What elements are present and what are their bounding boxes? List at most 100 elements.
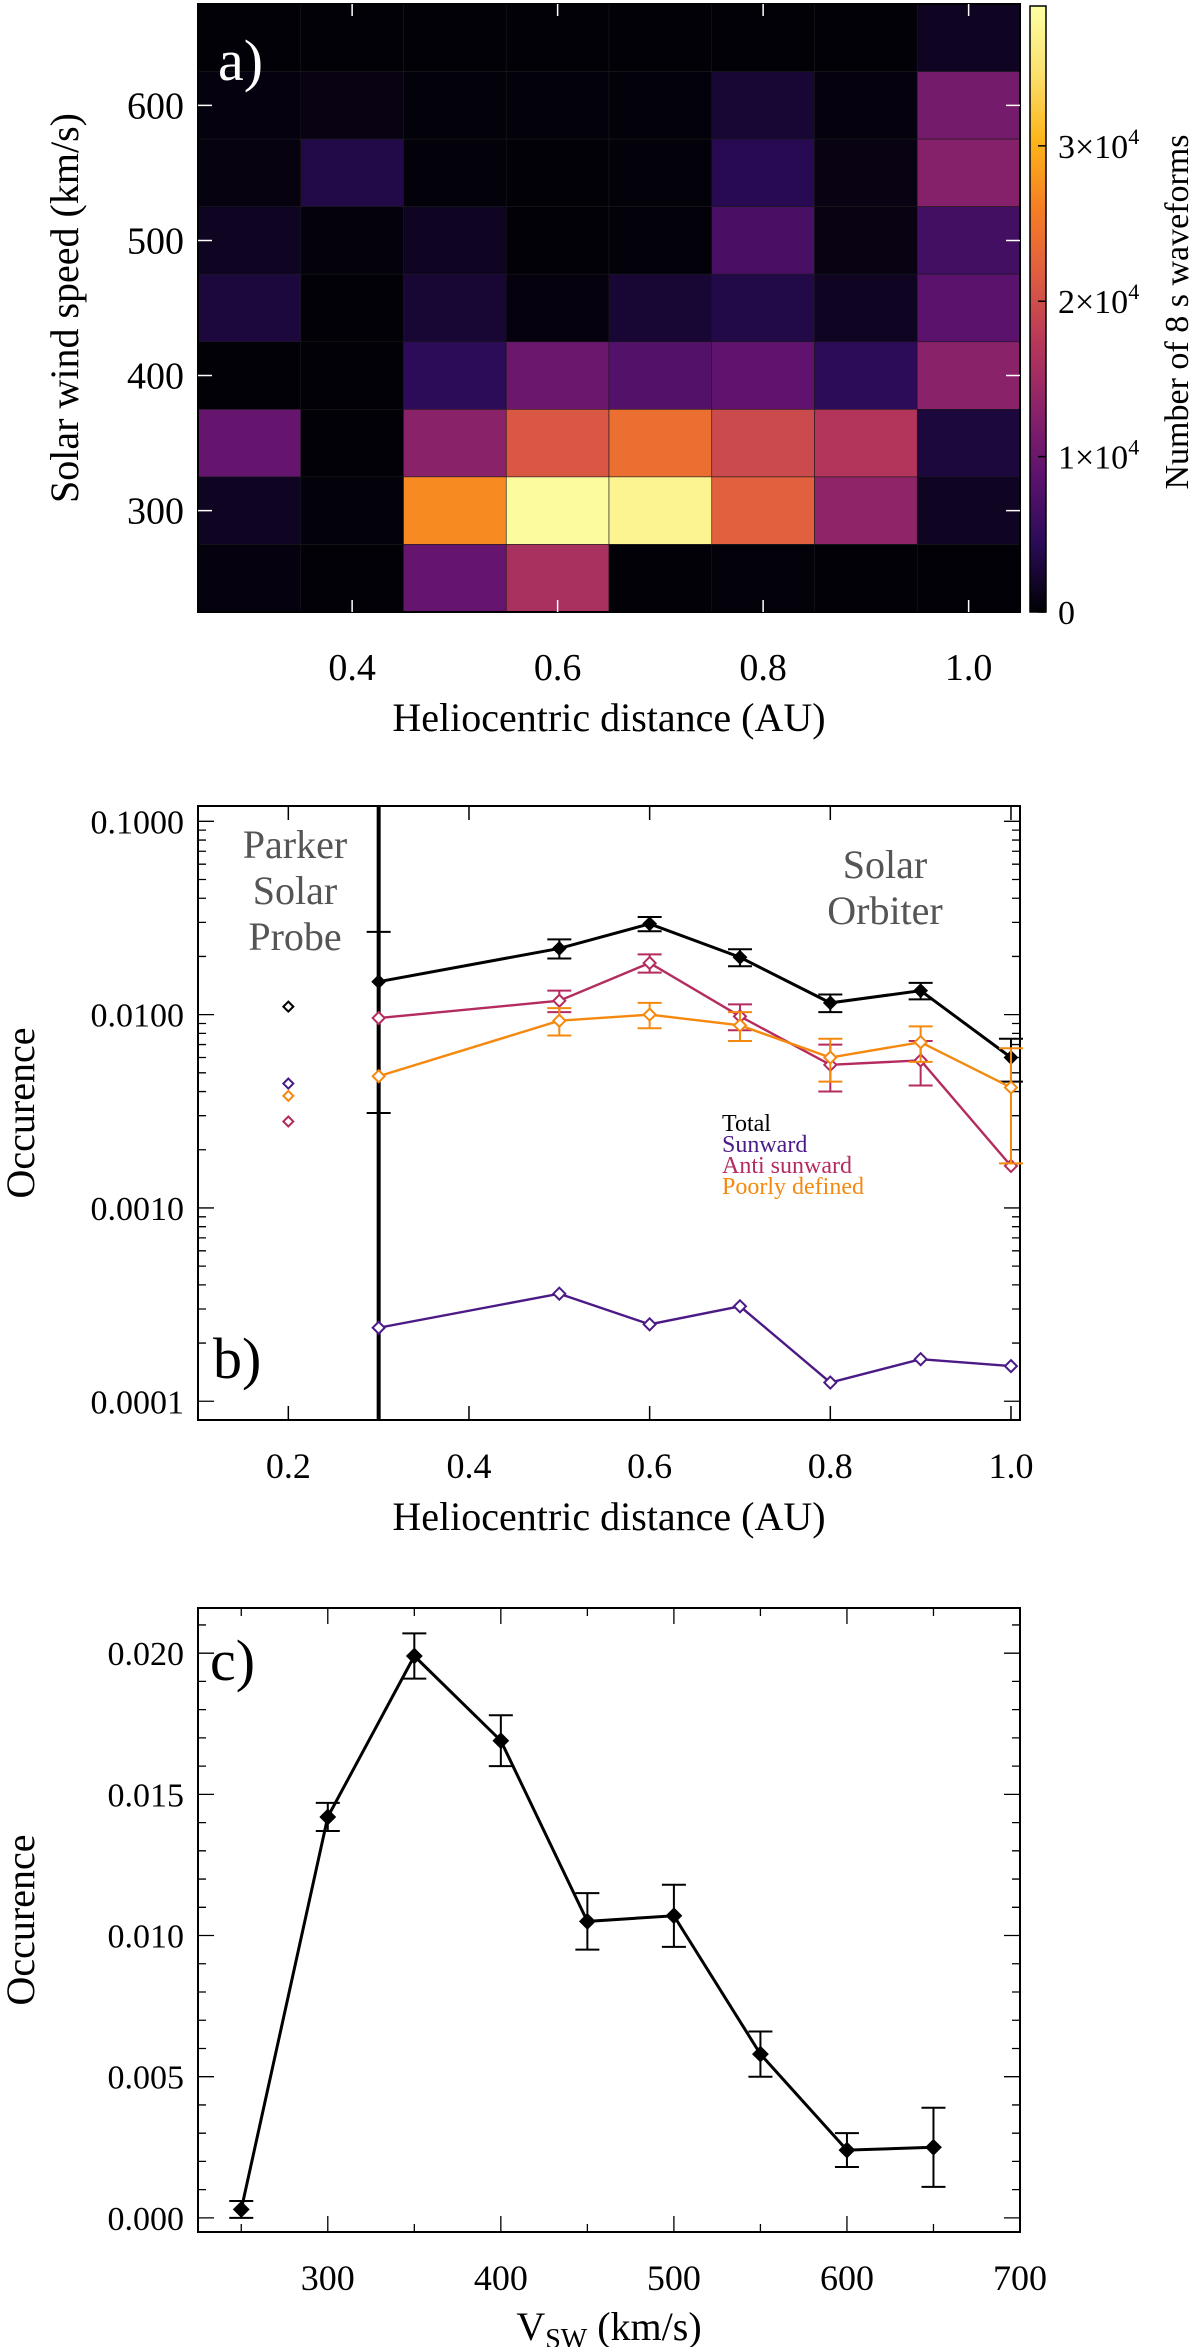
heatmap-cell — [403, 138, 507, 207]
y-tick-label: 400 — [127, 356, 184, 398]
occurrence-vs-wind-speed-panel: 300 400 500 600 700 0.000 0.005 0.010 0.015 0.020… — [0, 1607, 1047, 2347]
heatmap-cell — [197, 71, 302, 140]
colorbar — [1029, 5, 1047, 613]
heatmap-cell — [403, 476, 507, 545]
heatmap-cell — [608, 476, 713, 545]
solar-orbiter-label: Solar — [843, 842, 927, 887]
x-axis-label: Heliocentric distance (AU) — [392, 1494, 825, 1539]
heatmap-cell — [505, 206, 610, 275]
y-tick-label: 0.1000 — [91, 804, 185, 841]
y-tick-label: 500 — [127, 220, 184, 262]
series-errorbar — [998, 1047, 1023, 1165]
heatmap-cell — [711, 273, 815, 343]
data-point — [642, 916, 658, 932]
heatmap-cell — [814, 476, 918, 545]
heatmap-cell — [916, 138, 1021, 207]
psp-data-point — [281, 1089, 295, 1103]
y-axis-label: Solar wind speed (km/s) — [42, 113, 87, 503]
plot-frame — [197, 1607, 1021, 2233]
x-tick-label: 0.6 — [627, 1446, 672, 1486]
legend-entry: Sunward — [722, 1132, 807, 1158]
heatmap-cell — [711, 341, 815, 410]
data-point — [838, 2141, 856, 2159]
heatmap-cell — [608, 206, 713, 275]
data-point — [492, 1732, 510, 1750]
data-point — [732, 1298, 748, 1314]
heatmap-cell — [300, 138, 404, 207]
heatmap-cell — [197, 273, 302, 343]
heatmap-cell — [711, 409, 815, 478]
heatmap-frame — [197, 3, 1021, 613]
heatmap-cell — [711, 138, 815, 207]
heatmap-cell — [814, 409, 918, 478]
data-point — [752, 2045, 769, 2063]
x-tick-label: 400 — [474, 2258, 528, 2298]
y-tick-label: 600 — [127, 85, 184, 127]
heatmap-cell — [916, 273, 1021, 343]
heatmap-cell — [403, 206, 507, 275]
x-tick-label: 700 — [993, 2258, 1047, 2298]
heatmap-cell — [197, 476, 302, 545]
y-tick-label: 0.010 — [108, 1919, 185, 1956]
heatmap-cell — [300, 206, 404, 275]
heatmap-cell — [814, 206, 918, 275]
heatmap-cell — [197, 3, 302, 72]
heatmap-cell — [505, 71, 610, 140]
heatmap-cell — [608, 3, 713, 72]
parker-solar-probe-label: Solar — [253, 868, 337, 913]
panel-label: a) — [218, 28, 263, 93]
psp-data-point — [281, 1000, 295, 1014]
x-tick-label: 0.6 — [534, 647, 582, 689]
solar-orbiter-label: Orbiter — [827, 888, 943, 933]
y-tick-label: 0.0010 — [91, 1191, 185, 1228]
colorbar-tick-label: 2×104 — [1058, 279, 1139, 321]
colorbar-tick-label: 3×104 — [1058, 124, 1139, 166]
data-point — [1003, 1080, 1019, 1095]
heatmap-cell — [814, 341, 918, 410]
panel-label: c) — [210, 1628, 255, 1693]
x-axis-label: Heliocentric distance (AU) — [392, 695, 825, 740]
x-tick-label: 0.8 — [739, 647, 787, 689]
heatmap-cell — [608, 341, 713, 410]
x-axis-label: VSW (km/s) — [516, 2304, 701, 2347]
y-tick-label: 0.000 — [108, 2201, 185, 2238]
plot-frame — [197, 805, 1021, 1421]
colorbar-tick-label: 0 — [1058, 595, 1075, 632]
heatmap-cell — [916, 341, 1021, 410]
data-point — [551, 1013, 567, 1029]
heatmap-cell — [403, 3, 507, 72]
heatmap-cell — [916, 409, 1021, 478]
heatmap-cell — [403, 544, 507, 613]
x-tick-label: 300 — [301, 2258, 355, 2298]
heatmap-cell — [608, 409, 713, 478]
heatmap-cell — [300, 273, 404, 343]
heatmap-cell — [608, 138, 713, 207]
data-point — [822, 1050, 838, 1065]
colorbar-tick-base: 1×10 — [1058, 440, 1128, 477]
psp-data-point — [281, 1115, 295, 1128]
data-point — [1003, 1358, 1019, 1374]
heatmap-cell — [300, 476, 404, 545]
y-axis-label: Occurence — [0, 1028, 43, 1199]
heatmap-cell — [608, 71, 713, 140]
heatmap-cell — [711, 476, 815, 545]
x-axis-label-symbol: V — [516, 2304, 545, 2347]
heatmap-panel: 0.4 0.6 0.8 1.0 300 400 500 600 Heliocentric dis… — [42, 3, 1196, 740]
x-tick-label: 0.4 — [446, 1446, 491, 1486]
heatmap-cell — [608, 273, 713, 343]
x-tick-label: 500 — [647, 2258, 701, 2298]
heatmap-cell — [916, 206, 1021, 275]
y-tick-label: 0.020 — [108, 1636, 185, 1673]
colorbar-tick-exponent: 4 — [1128, 124, 1139, 149]
y-tick-label: 0.005 — [108, 2060, 185, 2097]
data-point — [925, 2138, 942, 2156]
heatmap-cell — [814, 138, 918, 207]
data-point — [913, 1351, 929, 1367]
occurrence-vs-distance-panel: 0.2 0.4 0.6 0.8 1.0 0.0001 0.0010 0.0100 0.1000 H… — [0, 804, 1033, 1539]
heatmap-cell — [505, 273, 610, 343]
heatmap-cell — [916, 476, 1021, 545]
data-point — [551, 993, 567, 1009]
heatmap-cell — [197, 341, 302, 410]
psp-data-point — [281, 1077, 295, 1090]
data-point — [405, 1647, 423, 1665]
